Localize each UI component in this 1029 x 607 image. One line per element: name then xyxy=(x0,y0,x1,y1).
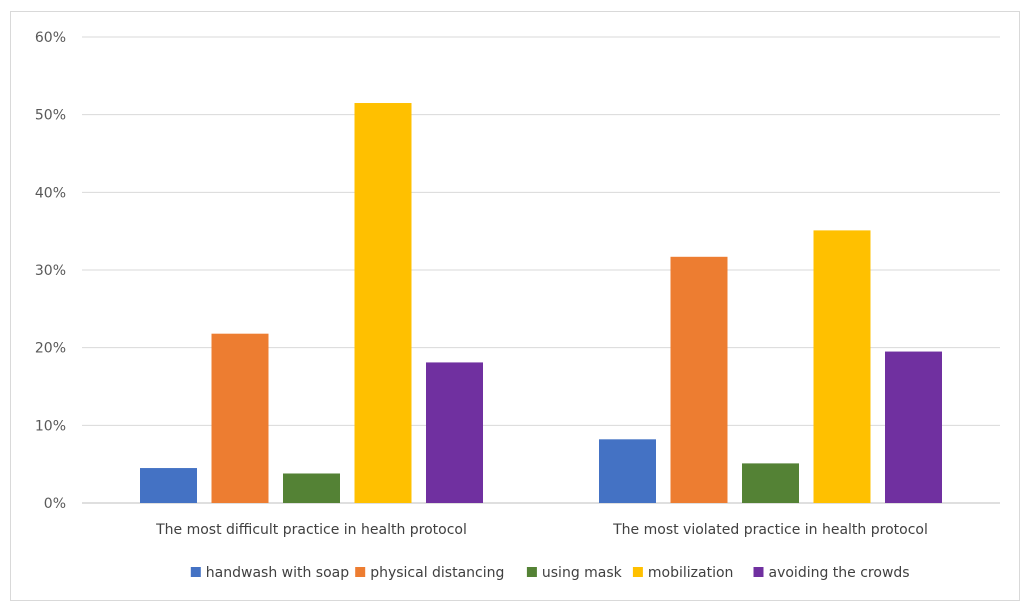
bar xyxy=(885,352,942,503)
legend-label: physical distancing xyxy=(370,565,504,581)
legend-label: handwash with soap xyxy=(206,565,349,581)
legend-swatch xyxy=(633,567,643,577)
legend-swatch xyxy=(191,567,201,577)
y-tick-label: 50% xyxy=(35,108,66,124)
bar xyxy=(212,334,269,503)
y-tick-label: 20% xyxy=(35,341,66,357)
bar xyxy=(355,103,412,503)
y-tick-label: 40% xyxy=(35,185,66,201)
y-tick-label: 0% xyxy=(44,496,66,512)
legend-label: avoiding the crowds xyxy=(769,565,910,581)
bar xyxy=(814,230,871,503)
y-tick-label: 30% xyxy=(35,263,66,279)
bar xyxy=(742,463,799,503)
y-tick-label: 60% xyxy=(35,30,66,46)
bar xyxy=(140,468,197,503)
x-category-label: The most violated practice in health pro… xyxy=(612,522,928,538)
bar xyxy=(599,439,656,503)
legend-swatch xyxy=(527,567,537,577)
legend-label: using mask xyxy=(542,565,623,581)
legend-label: mobilization xyxy=(648,565,734,581)
bar xyxy=(426,362,483,503)
bar xyxy=(283,473,340,503)
legend-swatch xyxy=(355,567,365,577)
legend-swatch xyxy=(754,567,764,577)
x-category-label: The most difficult practice in health pr… xyxy=(155,522,467,538)
y-tick-label: 10% xyxy=(35,418,66,434)
bar xyxy=(671,257,728,503)
